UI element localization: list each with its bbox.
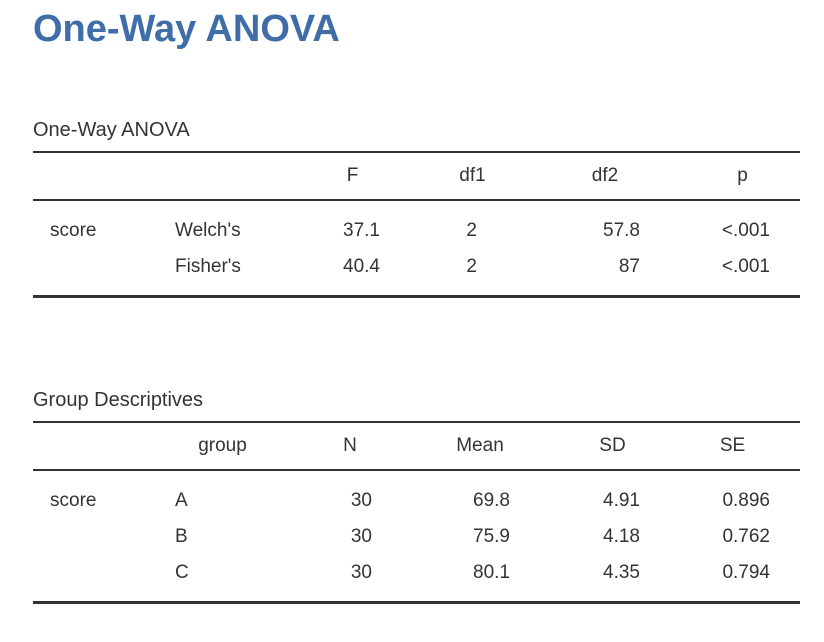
results-panel: One-Way ANOVA One-Way ANOVA F df1 df2 [0, 8, 824, 604]
anova-col-df2: df2 [591, 164, 619, 186]
desc-cell-se: 0.896 [722, 489, 770, 511]
anova-cell-p: <.001 [721, 255, 770, 277]
anova-cell-dep: score [50, 219, 97, 241]
header-row: F df1 df2 p [33, 151, 800, 200]
desc-cell-group: A [175, 489, 188, 511]
anova-table-body: score Welch's 37.1 2 57.8 <.001 Fisher's… [33, 200, 800, 297]
descriptives-section: Group Descriptives group N Mean SD SE [33, 388, 800, 604]
anova-cell-df1: 2 [466, 255, 477, 277]
anova-col-test-blank [145, 152, 285, 200]
desc-cell-n: 30 [350, 489, 372, 511]
anova-table-header: F df1 df2 p [33, 151, 800, 200]
anova-cell-f: 37.1 [343, 219, 380, 241]
descriptives-table-header: group N Mean SD SE [33, 421, 800, 470]
desc-cell-se: 0.794 [722, 561, 770, 583]
desc-col-dep-blank [33, 422, 145, 470]
table-row: B 30 75.9 4.18 0.762 [33, 519, 800, 555]
anova-cell-dep [33, 249, 145, 297]
table-row: Fisher's 40.4 2 87 <.001 [33, 249, 800, 297]
anova-table-caption: One-Way ANOVA [33, 118, 190, 141]
descriptives-table-body: score A 30 69.8 4.91 0.896 B 30 75.9 4.1… [33, 470, 800, 603]
desc-cell-dep: score [50, 489, 97, 511]
desc-col-group: group [198, 434, 247, 456]
descriptives-table-caption: Group Descriptives [33, 388, 204, 411]
desc-cell-sd: 4.18 [603, 525, 640, 547]
desc-cell-sd: 4.91 [603, 489, 640, 511]
anova-cell-df2: 57.8 [603, 219, 640, 241]
anova-cell-f: 40.4 [343, 255, 380, 277]
anova-section: One-Way ANOVA F df1 df2 p [33, 118, 800, 298]
table-row: score Welch's 37.1 2 57.8 <.001 [33, 200, 800, 249]
header-row: group N Mean SD SE [33, 421, 800, 470]
anova-cell-df1: 2 [466, 219, 477, 241]
desc-cell-dep [33, 519, 145, 555]
desc-cell-group: C [175, 561, 189, 583]
desc-cell-n: 30 [350, 525, 372, 547]
table-row: C 30 80.1 4.35 0.794 [33, 555, 800, 603]
desc-cell-mean: 75.9 [473, 525, 510, 547]
table-row: score A 30 69.8 4.91 0.896 [33, 470, 800, 519]
anova-col-f: F [346, 164, 359, 186]
desc-cell-sd: 4.35 [603, 561, 640, 583]
anova-cell-test: Fisher's [175, 255, 241, 277]
anova-cell-test: Welch's [175, 219, 241, 241]
anova-col-df1: df1 [459, 164, 486, 186]
anova-cell-p: <.001 [721, 219, 770, 241]
desc-cell-mean: 80.1 [473, 561, 510, 583]
desc-cell-group: B [175, 525, 188, 547]
desc-col-mean: Mean [456, 434, 504, 456]
desc-cell-dep [33, 555, 145, 603]
anova-col-dep-blank [33, 152, 145, 200]
desc-cell-se: 0.762 [722, 525, 770, 547]
desc-cell-n: 30 [350, 561, 372, 583]
analysis-title: One-Way ANOVA [33, 8, 340, 50]
desc-col-n: N [343, 434, 357, 456]
desc-cell-mean: 69.8 [473, 489, 510, 511]
descriptives-table: group N Mean SD SE score A 30 69.8 4.91 … [33, 421, 800, 604]
anova-col-p: p [737, 164, 748, 186]
anova-table: F df1 df2 p score Welch's 37.1 2 57.8 <.… [33, 151, 800, 298]
desc-col-se: SE [719, 434, 746, 456]
desc-col-sd: SD [599, 434, 626, 456]
anova-cell-df2: 87 [618, 255, 640, 277]
